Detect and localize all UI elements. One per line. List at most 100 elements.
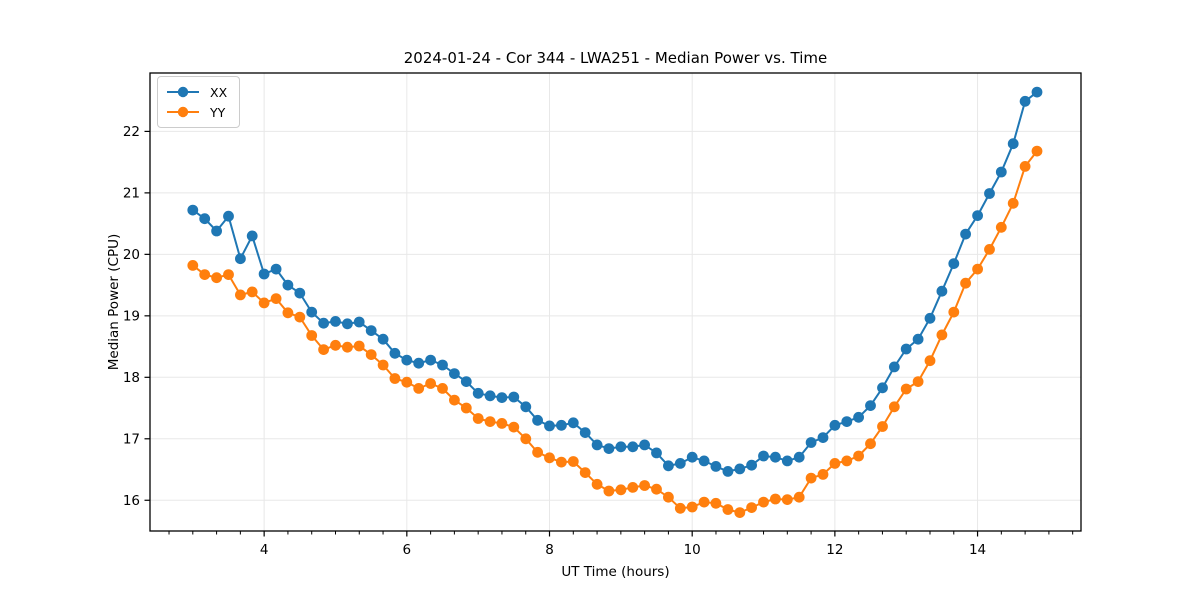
x-tick-label: 10 xyxy=(684,542,701,558)
grid-lines xyxy=(150,73,1081,531)
data-point-yy xyxy=(758,496,769,508)
data-point-xx xyxy=(413,357,425,369)
data-point-xx xyxy=(805,437,817,448)
data-point-xx xyxy=(829,419,841,431)
data-point-yy xyxy=(948,306,960,318)
data-point-yy xyxy=(960,277,971,289)
data-point-xx xyxy=(793,451,805,463)
data-point-xx xyxy=(639,439,650,451)
data-point-xx xyxy=(449,368,460,379)
x-tick-label: 6 xyxy=(403,542,412,558)
data-point-yy xyxy=(532,446,543,458)
data-point-yy xyxy=(936,329,948,341)
data-point-yy xyxy=(496,418,508,429)
data-point-yy xyxy=(449,394,460,406)
data-point-yy xyxy=(995,221,1007,233)
data-point-yy xyxy=(674,502,686,514)
data-point-xx xyxy=(770,451,781,463)
data-point-xx xyxy=(960,228,971,240)
y-tick-label: 18 xyxy=(123,370,140,386)
y-axis-label: Median Power (CPU) xyxy=(106,233,122,371)
data-point-xx xyxy=(472,387,484,399)
data-point-yy xyxy=(460,402,472,414)
data-point-yy xyxy=(746,502,757,513)
data-point-xx xyxy=(353,316,365,328)
data-point-xx xyxy=(389,347,401,359)
data-point-xx xyxy=(579,427,591,438)
data-point-yy xyxy=(912,376,924,387)
data-point-yy xyxy=(294,311,306,323)
data-point-yy xyxy=(365,349,377,360)
data-point-yy xyxy=(793,491,805,503)
data-point-yy xyxy=(401,376,413,388)
x-tick-label: 12 xyxy=(826,542,843,558)
data-point-yy xyxy=(591,478,603,490)
data-point-yy xyxy=(246,286,258,298)
data-point-yy xyxy=(472,413,484,424)
data-point-yy xyxy=(698,496,710,508)
data-point-yy xyxy=(722,504,734,515)
data-point-xx xyxy=(865,400,876,411)
data-point-xx xyxy=(603,443,615,454)
x-tick-label: 4 xyxy=(260,542,269,558)
data-point-yy xyxy=(1031,145,1043,157)
axes-spines xyxy=(149,72,1082,532)
data-point-xx xyxy=(187,204,199,216)
data-point-yy xyxy=(615,484,627,496)
data-point-yy xyxy=(508,421,520,433)
y-tick-label: 20 xyxy=(123,247,140,263)
data-point-yy xyxy=(306,330,318,341)
data-point-xx xyxy=(853,411,864,423)
data-point-xx xyxy=(674,458,686,469)
data-point-xx xyxy=(342,318,353,330)
data-point-yy xyxy=(829,458,841,469)
data-point-xx xyxy=(698,455,710,467)
legend-label-yy: YY xyxy=(210,104,226,120)
y-tick-label: 22 xyxy=(123,124,140,140)
data-point-yy xyxy=(484,416,496,427)
data-point-yy xyxy=(377,359,389,371)
data-point-xx xyxy=(460,376,472,387)
data-point-yy xyxy=(567,456,579,467)
data-point-xx xyxy=(246,230,258,242)
y-tick-label: 21 xyxy=(123,186,140,202)
data-point-yy xyxy=(223,269,234,280)
data-point-yy xyxy=(413,383,425,394)
chart-title: 2024-01-24 - Cor 344 - LWA251 - Median P… xyxy=(403,49,828,67)
data-point-xx xyxy=(912,333,924,345)
data-point-yy xyxy=(817,469,829,480)
data-point-xx xyxy=(532,414,543,426)
data-point-xx xyxy=(746,459,757,471)
data-point-xx xyxy=(258,268,270,280)
data-point-xx xyxy=(627,441,639,453)
data-point-yy xyxy=(211,272,223,284)
data-point-xx xyxy=(615,441,627,453)
data-point-yy xyxy=(258,297,270,309)
data-point-xx xyxy=(508,391,520,403)
data-point-xx xyxy=(758,450,769,462)
data-point-xx xyxy=(948,258,960,269)
data-point-xx xyxy=(900,343,912,355)
data-point-yy xyxy=(603,485,615,497)
data-point-yy xyxy=(686,501,698,513)
data-point-yy xyxy=(924,355,936,367)
data-point-yy xyxy=(389,373,401,384)
data-point-xx xyxy=(235,253,246,265)
data-point-xx xyxy=(330,316,341,327)
data-point-yy xyxy=(425,378,436,389)
data-point-xx xyxy=(496,392,508,403)
x-tick-label: 14 xyxy=(969,542,986,558)
data-point-xx xyxy=(686,451,698,463)
data-point-xx xyxy=(888,361,900,373)
series-xx xyxy=(187,86,1043,477)
data-point-yy xyxy=(187,260,199,271)
data-point-yy xyxy=(318,344,329,355)
data-point-xx xyxy=(282,279,294,291)
data-point-xx xyxy=(377,333,389,345)
data-point-yy xyxy=(663,491,674,503)
data-point-yy xyxy=(235,289,246,301)
data-point-xx xyxy=(995,166,1007,178)
data-point-xx xyxy=(591,439,603,451)
x-axis-label: UT Time (hours) xyxy=(561,564,670,580)
